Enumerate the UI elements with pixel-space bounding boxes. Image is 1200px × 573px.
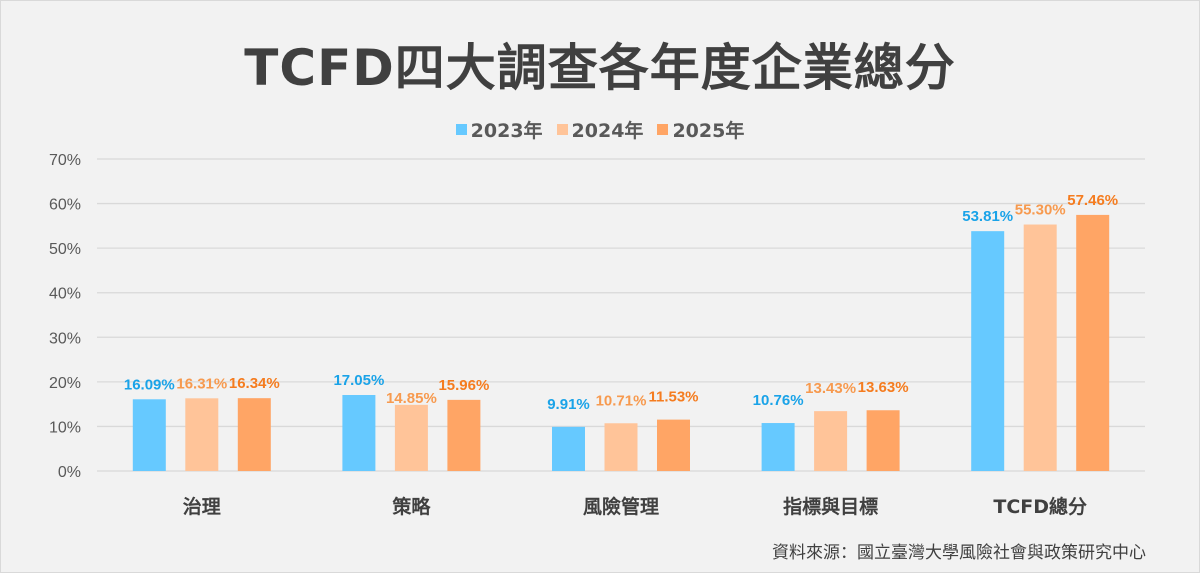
x-tick-label: 風險管理 <box>583 495 659 518</box>
y-tick-label: 0% <box>58 464 81 481</box>
bar-2023年-TCFD總分 <box>971 231 1005 471</box>
data-label: 14.85% <box>386 390 437 407</box>
data-label: 10.71% <box>596 392 647 409</box>
data-label: 57.46% <box>1067 192 1118 209</box>
bar-2025年-治理 <box>237 398 271 471</box>
data-label: 9.91% <box>547 396 590 413</box>
legend-label-2023: 2023年 <box>470 120 543 142</box>
bar-2024年-指標與目標 <box>814 411 848 471</box>
bar-2024年-風險管理 <box>604 423 638 471</box>
bar-2025年-策略 <box>447 399 481 471</box>
y-tick-label: 40% <box>49 286 81 303</box>
x-tick-label: 策略 <box>392 495 431 518</box>
y-tick-label: 70% <box>49 152 81 169</box>
data-label: 17.05% <box>333 372 384 389</box>
bar-2023年-治理 <box>132 399 166 471</box>
y-tick-label: 10% <box>49 419 81 436</box>
legend-swatch-2023 <box>455 124 467 135</box>
data-label: 13.43% <box>805 380 856 397</box>
legend-item-2023: 2023年 <box>455 116 543 143</box>
legend-item-2025: 2025年 <box>657 116 744 143</box>
data-label: 53.81% <box>962 208 1013 225</box>
bar-2025年-風險管理 <box>657 419 690 471</box>
bar-2025年-指標與目標 <box>866 410 900 471</box>
data-label: 16.09% <box>124 376 175 393</box>
y-tick-label: 30% <box>49 330 81 347</box>
bar-2024年-治理 <box>185 398 219 471</box>
y-tick-label: 50% <box>49 241 81 258</box>
chart-title: TCFD四大調查各年度企業總分 <box>244 39 956 97</box>
x-tick-label: TCFD總分 <box>993 495 1087 518</box>
legend-label-2024: 2024年 <box>571 120 644 142</box>
x-tick-label: 治理 <box>183 495 221 518</box>
source-note: 資料來源：國立臺灣大學風險社會與政策研究中心 <box>772 543 1146 563</box>
bar-2023年-風險管理 <box>552 426 585 471</box>
data-label: 10.76% <box>753 392 804 409</box>
data-label: 15.96% <box>438 377 489 394</box>
x-tick-label: 指標與目標 <box>783 495 878 518</box>
legend-label-2025: 2025年 <box>672 120 745 142</box>
bar-2023年-指標與目標 <box>761 423 795 471</box>
bar-2024年-TCFD總分 <box>1023 224 1057 471</box>
legend-swatch-2025 <box>657 124 669 135</box>
legend-item-2024: 2024年 <box>556 116 644 143</box>
legend: 2023年 2024年 2025年 <box>0 116 1200 143</box>
y-tick-label: 20% <box>49 375 81 392</box>
bar-2023年-策略 <box>342 395 376 471</box>
legend-swatch-2024 <box>556 124 568 135</box>
bar-2024年-策略 <box>394 404 428 471</box>
data-label: 13.63% <box>858 379 909 396</box>
data-label: 16.31% <box>176 375 227 392</box>
data-label: 16.34% <box>229 375 280 392</box>
data-label: 11.53% <box>648 389 698 406</box>
bar-2025年-TCFD總分 <box>1076 214 1110 471</box>
y-tick-label: 60% <box>49 197 81 214</box>
data-label: 55.30% <box>1015 202 1066 219</box>
